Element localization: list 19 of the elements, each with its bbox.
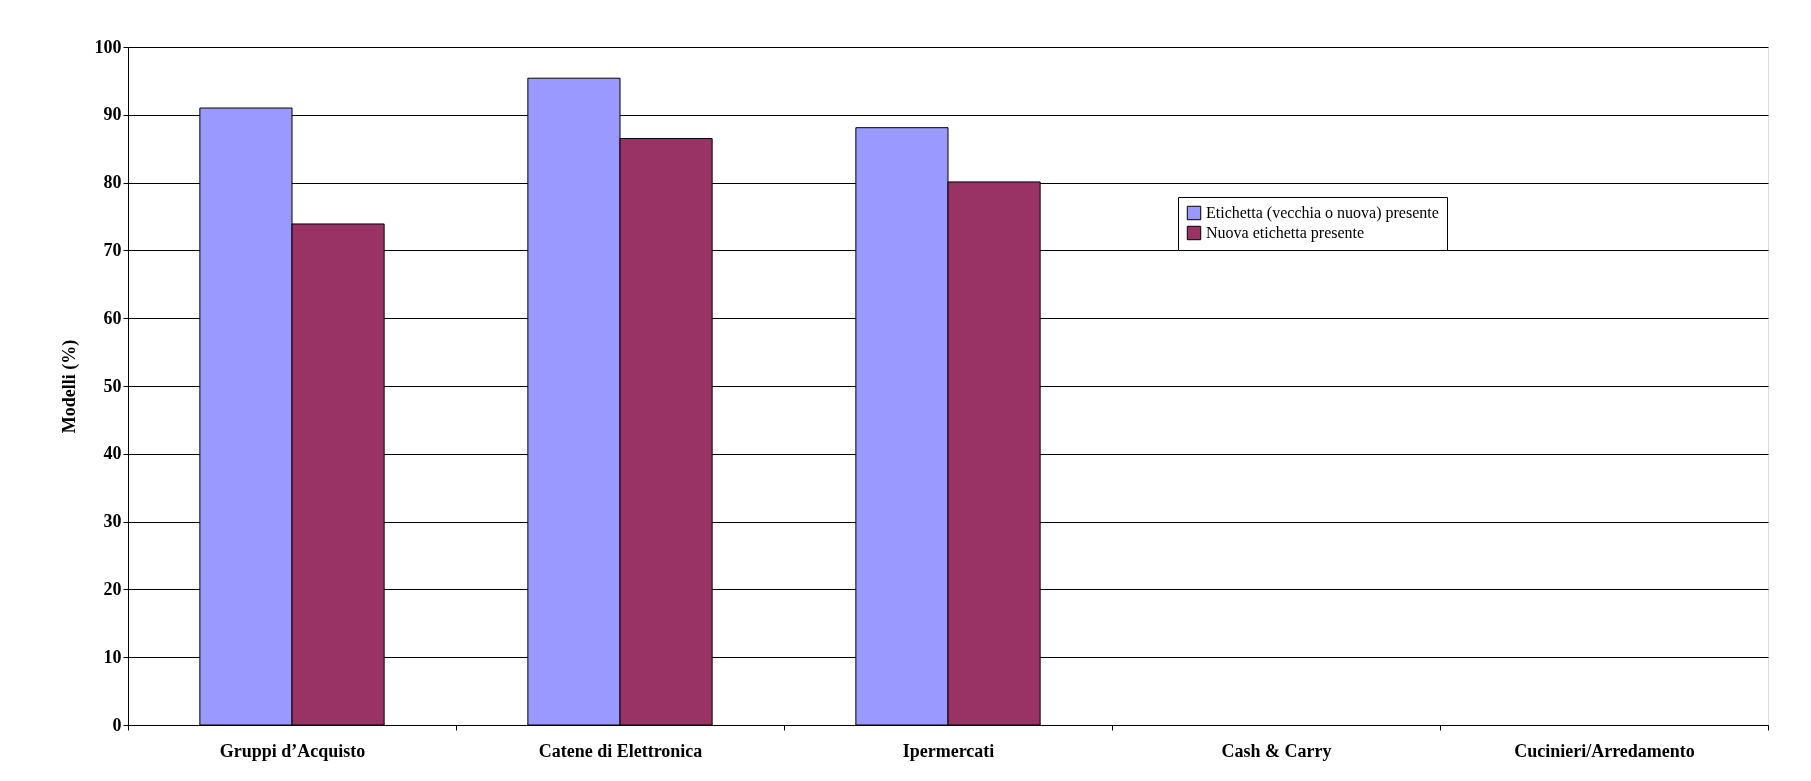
y-tick-label: 70 <box>103 239 122 260</box>
x-tick-label: Catene di Elettronica <box>538 740 703 761</box>
y-tick-label: 60 <box>103 307 122 328</box>
y-axis-title: Modelli (%) <box>58 339 80 434</box>
y-tick-label: 30 <box>103 511 122 532</box>
y-tick-label: 0 <box>112 714 122 735</box>
y-tick-label: 90 <box>103 104 122 125</box>
y-tick-label: 80 <box>103 172 122 193</box>
legend-label: Nuova etichetta presente <box>1206 224 1365 242</box>
y-tick-label: 50 <box>103 375 122 396</box>
y-tick-label: 10 <box>103 646 122 667</box>
x-tick-label: Gruppi d’Acquisto <box>219 740 366 761</box>
y-tick-label: 40 <box>103 443 122 464</box>
x-tick-label: Cucinieri/Arredamento <box>1514 740 1695 761</box>
y-tick-label: 100 <box>94 36 122 57</box>
x-tick-label: Cash & Carry <box>1221 740 1332 761</box>
x-tick-label: Ipermercati <box>902 740 995 761</box>
legend-label: Etichetta (vecchia o nuova) presente <box>1206 204 1439 222</box>
y-tick-label: 20 <box>103 578 122 599</box>
